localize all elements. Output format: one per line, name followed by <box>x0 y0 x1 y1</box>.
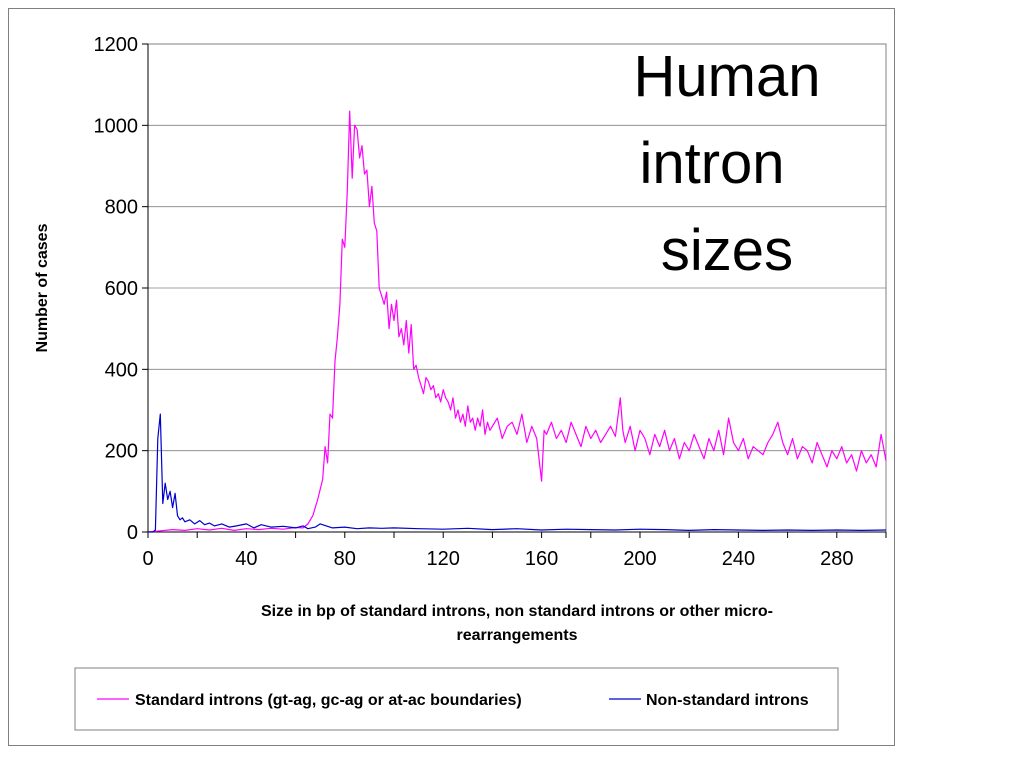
y-tick-label-1200: 1200 <box>94 34 139 56</box>
x-tick-label-120: 120 <box>427 548 460 570</box>
chart-frame: 0 200 400 600 800 1000 1200 0 40 80 120 160 200 240 2… <box>8 8 895 746</box>
chart-title-line-3: sizes <box>661 218 793 283</box>
x-tick-label-40: 40 <box>235 548 257 570</box>
y-tick-label-800: 800 <box>105 197 138 219</box>
y-tick-label-0: 0 <box>127 522 138 544</box>
chart-title-line-1: Human <box>634 44 821 109</box>
x-tick-label-280: 280 <box>820 548 853 570</box>
x-tick-label-200: 200 <box>623 548 656 570</box>
y-tick-label-400: 400 <box>105 359 138 381</box>
series-lines <box>147 110 887 533</box>
y-tick-label-600: 600 <box>105 278 138 300</box>
x-tick-label-80: 80 <box>334 548 356 570</box>
x-axis-title-line-2: rearrangements <box>457 627 578 644</box>
series-line-non-standard-introns <box>148 413 887 533</box>
x-tick-label-160: 160 <box>525 548 558 570</box>
legend-box <box>74 667 839 731</box>
y-axis-title: Number of cases <box>34 223 51 352</box>
x-tick-labels: 0 40 80 120 160 200 240 280 <box>142 548 853 570</box>
y-tick-label-200: 200 <box>105 441 138 463</box>
chart-title-line-2: intron <box>639 131 784 196</box>
x-tick-label-240: 240 <box>722 548 755 570</box>
intron-size-chart: 0 200 400 600 800 1000 1200 0 40 80 120 160 200 240 2… <box>34 34 887 731</box>
grid-lines <box>148 43 886 452</box>
axes <box>142 43 887 538</box>
legend: Standard introns (gt-ag, gc-ag or at-ac … <box>74 667 839 731</box>
legend-label-non-standard-introns: Non-standard introns <box>646 692 809 709</box>
legend-label-standard-introns: Standard introns (gt-ag, gc-ag or at-ac … <box>135 692 522 709</box>
x-tick-label-0: 0 <box>142 548 153 570</box>
y-tick-label-1000: 1000 <box>94 115 139 137</box>
x-axis-title-line-1: Size in bp of standard introns, non stan… <box>261 603 773 620</box>
series-line-standard-introns <box>147 110 887 533</box>
y-tick-labels: 0 200 400 600 800 1000 1200 <box>94 34 139 544</box>
